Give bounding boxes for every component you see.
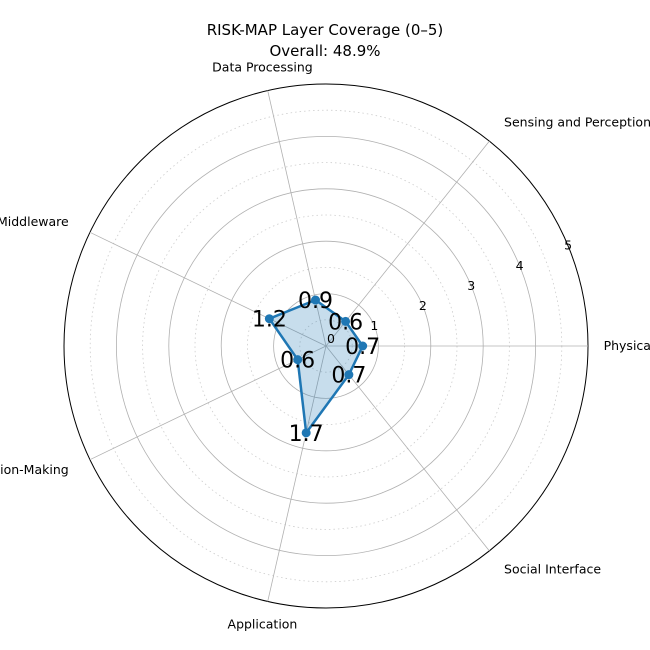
value-label: 0.9 — [298, 289, 333, 314]
radial-tick-label: 5 — [564, 238, 572, 253]
series-area — [269, 300, 363, 433]
category-label: Physical — [604, 338, 650, 353]
chart-title: RISK-MAP Layer Coverage (0–5) — [207, 21, 444, 39]
radial-tick-label: 2 — [419, 298, 427, 313]
data-point — [344, 370, 354, 380]
value-label: 0.7 — [331, 364, 366, 389]
data-point — [301, 428, 311, 438]
series-line — [268, 298, 364, 435]
radial-tick-label: 1 — [370, 318, 378, 333]
radial-tick-label: 3 — [467, 278, 475, 293]
value-label: 1.7 — [289, 422, 324, 447]
data-point — [358, 341, 368, 351]
radial-tick-label: 4 — [516, 258, 524, 273]
spoke-line — [325, 140, 490, 347]
value-label: 1.2 — [252, 308, 287, 333]
spoke-line — [325, 345, 490, 552]
data-point — [293, 355, 303, 365]
spoke-line — [89, 231, 327, 347]
spoke-line — [267, 345, 327, 602]
value-label: 0.6 — [280, 349, 315, 374]
radial-tick-label: 0 — [327, 331, 335, 346]
radial-tick-labels: 1 2 3 4 5 0 — [327, 238, 572, 346]
data-series — [264, 295, 368, 438]
data-point — [264, 314, 274, 324]
category-spokes — [89, 90, 588, 602]
value-labels: 0.70.60.91.20.61.70.7 — [252, 289, 380, 447]
category-label: Decision-Making — [0, 462, 69, 477]
category-label: Data Processing — [212, 60, 313, 75]
category-label: Middleware — [0, 214, 69, 229]
value-label: 0.7 — [345, 335, 380, 360]
category-label: Application — [228, 616, 298, 631]
spoke-line — [89, 345, 327, 461]
data-point — [341, 316, 351, 326]
minor-grid-ring — [299, 319, 353, 373]
category-labels: Physical Sensing and Perception Data Proce… — [0, 60, 650, 632]
chart-subtitle: Overall: 48.9% — [269, 42, 380, 60]
category-label: Sensing and Perception — [504, 115, 650, 130]
category-label: Social Interface — [504, 561, 601, 576]
value-label: 0.6 — [328, 310, 363, 335]
data-point — [311, 295, 321, 305]
